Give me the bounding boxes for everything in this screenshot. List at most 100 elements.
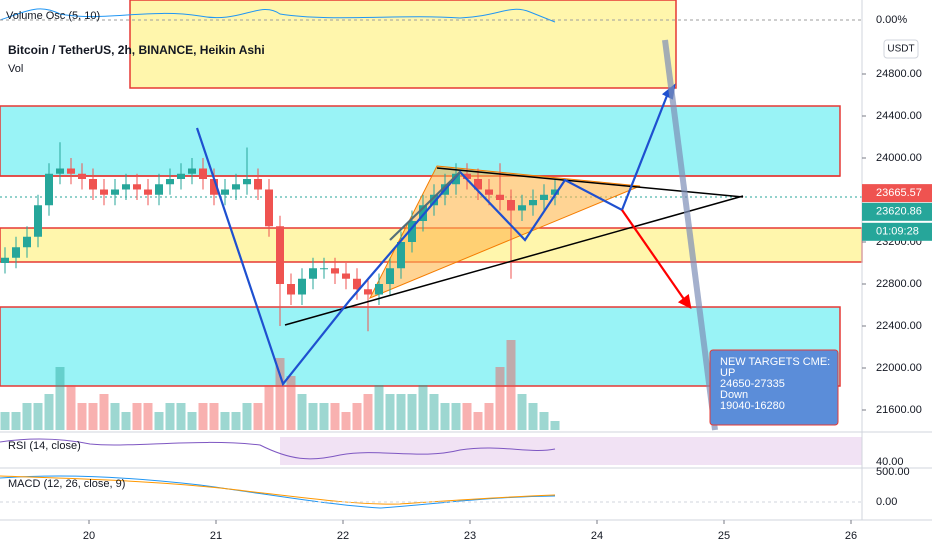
volume-bar (165, 403, 175, 430)
volume-bar (341, 412, 351, 430)
candle-body (78, 173, 86, 179)
volume-bar (154, 412, 164, 430)
volume-bar (44, 394, 54, 430)
volume-bar (418, 385, 428, 430)
volume-osc-tick: 0.00% (876, 14, 907, 26)
volume-bar (143, 403, 153, 430)
annotation-line: 24650-27335 (720, 378, 785, 390)
macd-tick: 0.00 (876, 496, 897, 508)
x-tick-label: 22 (337, 530, 349, 542)
price-tag-label: 23620.86 (876, 206, 922, 218)
x-tick-label: 23 (464, 530, 476, 542)
x-tick-label: 26 (845, 530, 857, 542)
rsi-title: RSI (14, close) (8, 440, 81, 452)
countdown-tag (862, 222, 932, 241)
candle-body (474, 179, 482, 190)
volume-bar (33, 403, 43, 430)
candle-body (287, 284, 295, 295)
volume-bar (55, 367, 65, 430)
volume-bar (319, 403, 329, 430)
volume-label: Vol (8, 63, 23, 75)
candle-body (430, 194, 438, 206)
candle-body (155, 184, 163, 195)
volume-bar (440, 403, 450, 430)
volume-bar (198, 403, 208, 430)
signal-line (0, 475, 556, 505)
volume-bar (209, 403, 219, 430)
candle-body (397, 242, 405, 269)
annotation-line: NEW TARGETS CME: (720, 356, 830, 368)
x-tick-label: 24 (591, 530, 603, 542)
volume-bar (451, 403, 461, 430)
volume-bar (528, 403, 538, 430)
volume-bar (506, 340, 516, 430)
candle-body (364, 289, 372, 295)
candle-body (122, 184, 130, 190)
currency[interactable]: USDT (887, 44, 914, 55)
volume-bar (275, 358, 285, 430)
volume-bar (231, 412, 241, 430)
yellow-box (129, 0, 677, 89)
candle-body (331, 268, 339, 274)
volume-bar (517, 394, 527, 430)
price-tag-label: 23665.57 (876, 187, 922, 199)
volume-bar (550, 421, 560, 430)
volume-bar (22, 403, 32, 430)
candle-body (309, 268, 317, 279)
volume-bar (110, 403, 120, 430)
candle-body (276, 226, 284, 284)
price-tick-label: 22400.00 (876, 320, 922, 332)
rsi-tick: 40.00 (876, 456, 904, 468)
candle-body (375, 284, 383, 295)
x-tick-label: 21 (210, 530, 222, 542)
candle-body (254, 179, 262, 190)
drawings (195, 39, 744, 431)
annotation-line: 19040-16280 (720, 400, 785, 412)
candle-body (232, 184, 240, 190)
volume-bar (385, 394, 395, 430)
volume-bar (363, 394, 373, 430)
volume-bar (11, 412, 21, 430)
volume-bar (66, 385, 76, 430)
price-tick-label: 24000.00 (876, 152, 922, 164)
volume-bar (539, 412, 549, 430)
rsi-line (0, 438, 556, 460)
volume-bar (297, 394, 307, 430)
trend-line (436, 167, 744, 198)
price-tick-label: 21600.00 (876, 404, 922, 416)
volume-bar (88, 403, 98, 430)
volume-bar (0, 412, 10, 430)
candle-body (529, 200, 537, 206)
candle-body (408, 221, 416, 242)
candle-body (518, 205, 526, 211)
price-tag (862, 202, 932, 221)
price-tag (862, 184, 932, 203)
gray-projection (662, 39, 718, 431)
gray-path (389, 171, 461, 241)
volume-bar (286, 376, 296, 430)
volume-bar (407, 394, 417, 430)
candle-body (221, 189, 229, 195)
candle-body (452, 173, 460, 185)
candle-body (144, 189, 152, 195)
candle-body (1, 257, 9, 263)
volume-bar (187, 412, 197, 430)
candle-body (45, 173, 53, 206)
volume-bar (77, 403, 87, 430)
price-tick-label: 24400.00 (876, 110, 922, 122)
volume-bar (429, 394, 439, 430)
volume-bar (242, 403, 252, 430)
candle-body (89, 179, 97, 190)
candle-body (166, 179, 174, 185)
volume-bar (330, 403, 340, 430)
x-tick-label: 25 (718, 530, 730, 542)
candle-body (265, 189, 273, 227)
volume-bar (220, 412, 230, 430)
volume-bar (352, 403, 362, 430)
red-arrow (621, 209, 689, 306)
volume-bar (462, 403, 472, 430)
volume-osc-title: Volume Osc (5, 10) (6, 10, 100, 22)
currency-button[interactable] (883, 39, 919, 59)
cyan-zone (0, 105, 841, 177)
annotation-line: Down (720, 389, 748, 401)
